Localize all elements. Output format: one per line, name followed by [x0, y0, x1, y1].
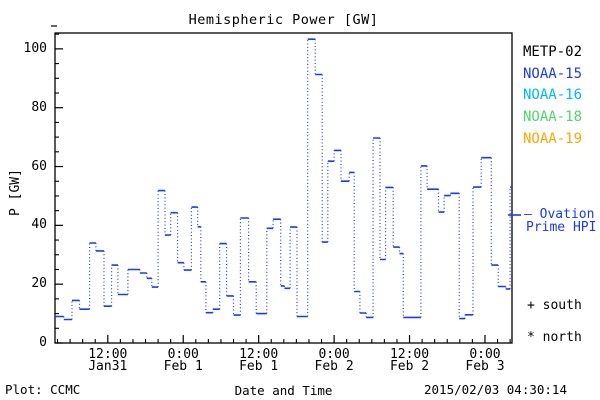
y-tick-label: 0: [39, 335, 47, 350]
x-tick-date-label: Feb 1: [239, 359, 279, 374]
north-marker-key: * north: [527, 331, 582, 344]
legend-item-noaa-18: NOAA-18: [523, 109, 583, 126]
x-tick-date-label: Jan31: [88, 359, 128, 374]
plot-timestamp: 2015/02/03 04:30:14: [424, 382, 567, 397]
legend-item-noaa-15: NOAA-15: [523, 65, 583, 82]
hpi-step-risers: [63, 39, 511, 320]
x-tick-time-label: 12:00: [239, 347, 279, 362]
y-tick-label: 100: [23, 40, 47, 56]
ovation-label-line2: Prime HPI: [526, 220, 597, 235]
axis-box: [54, 32, 513, 344]
x-tick-date-label: Feb 2: [389, 359, 430, 374]
south-marker-key: + south: [527, 299, 582, 312]
x-tick-date-label: Feb 1: [163, 359, 203, 374]
hpi-step-levels: [55, 38, 512, 321]
south-label: south: [542, 298, 582, 313]
x-axis-label: Date and Time: [234, 383, 333, 398]
y-tick-label: 20: [31, 276, 47, 292]
ovation-label-line1: – Ovation: [524, 207, 595, 222]
legend-item-noaa-19: NOAA-19: [523, 130, 583, 147]
plus-marker-icon: +: [527, 298, 535, 313]
y-axis-label: P [GW]: [8, 169, 23, 216]
legend-item-noaa-16: NOAA-16: [523, 87, 583, 104]
y-tick-label: 80: [31, 99, 47, 115]
north-label: north: [542, 330, 582, 345]
chart-title: Hemispheric Power [GW]: [188, 12, 379, 28]
asterisk-marker-icon: *: [527, 330, 535, 345]
x-tick-date-label: Feb 2: [314, 359, 354, 374]
x-tick-time-label: 12:00: [88, 347, 128, 362]
x-tick-time-label: 0:00: [167, 347, 199, 362]
x-tick-date-label: Feb 3: [465, 359, 505, 374]
plot-source-label: Plot: CCMC: [5, 382, 81, 397]
x-tick-time-label: 12:00: [389, 347, 430, 362]
y-tick-label: 60: [31, 158, 47, 174]
legend-item-metp-02: METP-02: [523, 44, 583, 60]
x-tick-time-label: 0:00: [318, 347, 350, 362]
y-tick-label: 40: [31, 217, 47, 233]
x-tick-time-label: 0:00: [469, 347, 501, 362]
